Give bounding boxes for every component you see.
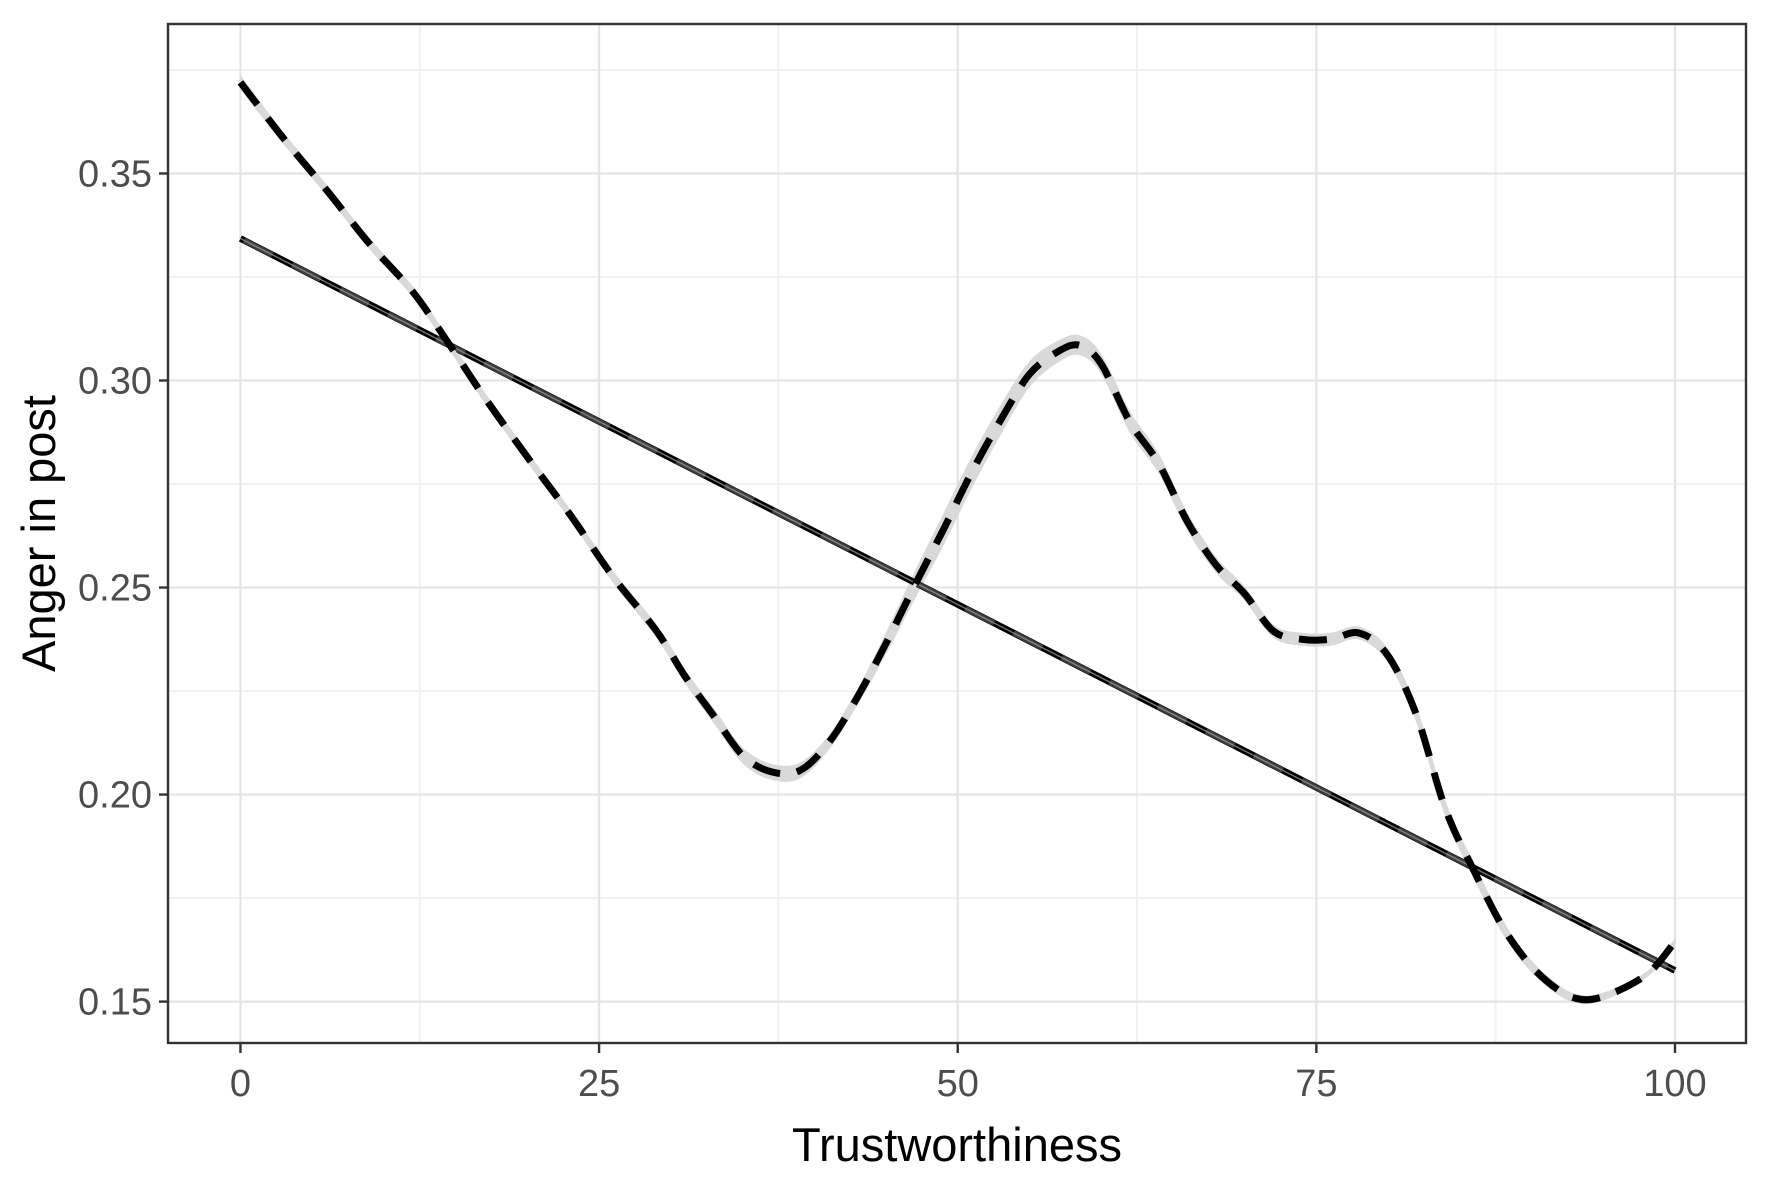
y-tick-label: 0.30 [78, 361, 152, 403]
panel-border-group [166, 22, 1748, 1045]
plot-series [237, 75, 1678, 1005]
axis-tick-labels: 0 25 50 75 100 0.15 0.20 0.25 0.30 0.35 [78, 153, 1707, 1105]
panel-border [166, 22, 1748, 1045]
y-tick-label: 0.25 [78, 568, 152, 610]
y-tick-label: 0.15 [78, 982, 152, 1024]
x-axis-title: Trustworthiness [792, 1118, 1122, 1171]
y-axis-title: Anger in post [12, 395, 65, 672]
y-tick-label: 0.20 [78, 775, 152, 817]
x-tick-label: 25 [578, 1063, 620, 1105]
axis-tick-marks [159, 172, 1677, 1053]
x-tick-label: 100 [1643, 1063, 1706, 1105]
x-tick-label: 50 [937, 1063, 979, 1105]
linear-fit-ribbon-core [240, 237, 1676, 972]
x-tick-label: 75 [1295, 1063, 1337, 1105]
loess-dashed-line [237, 80, 1678, 1004]
major-gridlines [168, 24, 1746, 1043]
x-tick-label: 0 [230, 1063, 251, 1105]
y-tick-label: 0.35 [78, 153, 152, 195]
